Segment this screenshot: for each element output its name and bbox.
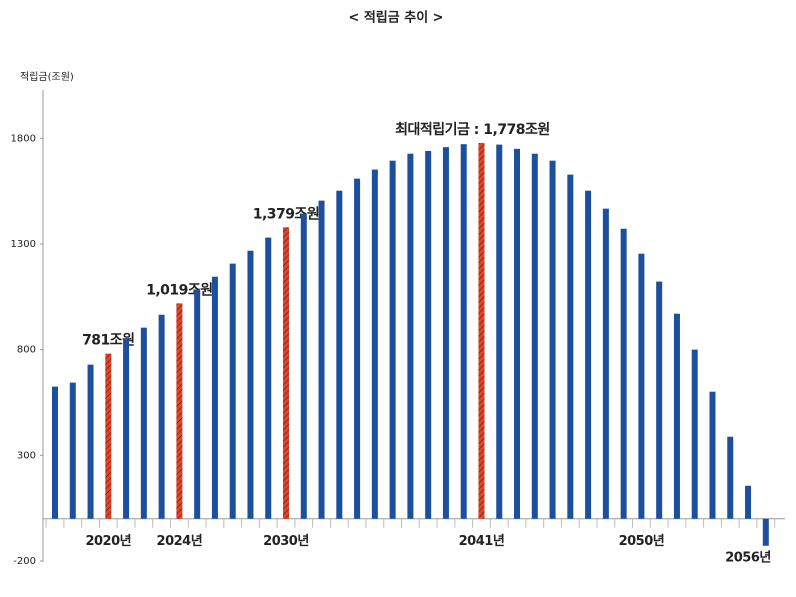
bar bbox=[194, 289, 201, 519]
bar bbox=[354, 178, 361, 519]
y-tick-label: 1300 bbox=[11, 239, 36, 250]
bar bbox=[52, 386, 58, 519]
y-tick-label: -200 bbox=[13, 556, 36, 567]
y-tick-label: 1800 bbox=[11, 133, 36, 144]
bar bbox=[229, 263, 236, 519]
bar bbox=[105, 353, 112, 519]
y-axis-label: 적립금(조원) bbox=[20, 70, 74, 83]
bar bbox=[478, 142, 485, 519]
bar bbox=[496, 144, 503, 519]
bar bbox=[549, 160, 556, 519]
bar bbox=[442, 147, 449, 519]
bar bbox=[211, 276, 218, 519]
bar bbox=[318, 200, 325, 519]
x-tick-label: 2024년 bbox=[157, 534, 203, 549]
bar bbox=[460, 144, 467, 519]
bar bbox=[531, 153, 538, 519]
bar bbox=[247, 250, 254, 519]
value-label: 1,379조원 bbox=[253, 206, 320, 222]
y-tick-label: 300 bbox=[17, 450, 36, 461]
bar bbox=[300, 213, 307, 519]
bar bbox=[407, 153, 414, 519]
bar bbox=[673, 313, 680, 519]
bar bbox=[585, 190, 592, 519]
x-tick-label: 2020년 bbox=[85, 534, 131, 549]
bar bbox=[656, 281, 663, 519]
bar bbox=[514, 148, 521, 519]
x-tick-label: 2050년 bbox=[619, 534, 665, 549]
bar bbox=[176, 303, 183, 519]
value-label: 1,019조원 bbox=[146, 282, 213, 298]
bar bbox=[140, 327, 147, 519]
value-label: 781조원 bbox=[82, 333, 134, 349]
bar bbox=[265, 237, 272, 519]
bar bbox=[727, 436, 734, 519]
value-label: 최대적립기금 : 1,778조원 bbox=[395, 121, 550, 138]
bar bbox=[602, 208, 609, 519]
bar bbox=[69, 382, 76, 519]
bar bbox=[425, 150, 432, 519]
bar bbox=[371, 169, 378, 519]
bar bbox=[620, 228, 627, 519]
bar bbox=[87, 364, 94, 519]
bar bbox=[389, 160, 396, 519]
bar bbox=[745, 485, 752, 519]
chart-title: < 적립금 추이 > bbox=[348, 10, 443, 26]
x-tick-label: 2056년 bbox=[725, 550, 771, 565]
x-tick-label: 2041년 bbox=[459, 534, 505, 549]
bar bbox=[709, 391, 716, 519]
bar bbox=[283, 227, 290, 519]
bar bbox=[567, 174, 574, 519]
bar bbox=[336, 190, 343, 519]
bar bbox=[158, 314, 165, 519]
x-tick-label: 2030년 bbox=[263, 534, 309, 549]
bar bbox=[691, 349, 698, 519]
y-tick-label: 800 bbox=[17, 345, 36, 356]
bar bbox=[762, 518, 769, 546]
bar bbox=[123, 338, 130, 519]
bar bbox=[638, 253, 645, 519]
